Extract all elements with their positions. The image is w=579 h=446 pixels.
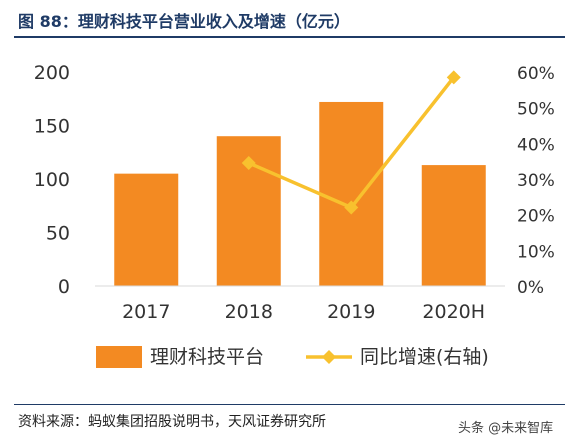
x-tick-label: 2017	[122, 301, 170, 323]
legend-bar-label: 理财科技平台	[150, 346, 264, 368]
title-divider	[14, 36, 565, 38]
source-divider	[14, 404, 565, 405]
left-tick-label: 50	[46, 223, 70, 245]
left-axis-ticks: 0 50 100 150 200	[34, 62, 70, 298]
bar-2020H	[421, 165, 486, 286]
source-note: 资料来源：蚂蚁集团招股说明书，天风证券研究所	[18, 414, 326, 430]
legend: 理财科技平台 同比增速(右轴)	[96, 346, 489, 368]
left-tick-label: 100	[34, 169, 70, 191]
x-tick-label: 2018	[225, 301, 273, 323]
x-tick-label: 2020H	[422, 301, 485, 323]
right-axis-ticks: 0% 10% 20% 30% 40% 50% 60%	[517, 64, 555, 298]
watermark: 头条 @未来智库	[458, 421, 554, 436]
left-tick-label: 150	[34, 116, 70, 138]
chart-title: 图 88：理财科技平台营业收入及增速（亿元）	[18, 12, 350, 31]
bar-2019	[319, 101, 384, 287]
x-axis-ticks: 2017 2018 2019 2020H	[122, 301, 485, 323]
right-tick-label: 10%	[517, 242, 555, 262]
right-tick-label: 60%	[517, 64, 555, 84]
right-tick-label: 20%	[517, 207, 555, 227]
line-series	[241, 70, 461, 215]
right-tick-label: 30%	[517, 171, 555, 191]
legend-line-marker	[322, 350, 336, 364]
growth-point	[446, 70, 461, 85]
right-tick-label: 50%	[517, 100, 555, 120]
legend-line-label: 同比增速(右轴)	[360, 346, 489, 368]
right-tick-label: 0%	[517, 278, 544, 298]
x-tick-label: 2019	[327, 301, 375, 323]
left-tick-label: 0	[58, 276, 70, 298]
bar-series	[114, 101, 486, 287]
legend-bar-swatch	[96, 346, 142, 368]
bar-2017	[114, 173, 179, 286]
growth-point	[241, 155, 256, 170]
right-tick-label: 40%	[517, 135, 555, 155]
left-tick-label: 200	[34, 62, 70, 84]
growth-point	[344, 200, 359, 215]
